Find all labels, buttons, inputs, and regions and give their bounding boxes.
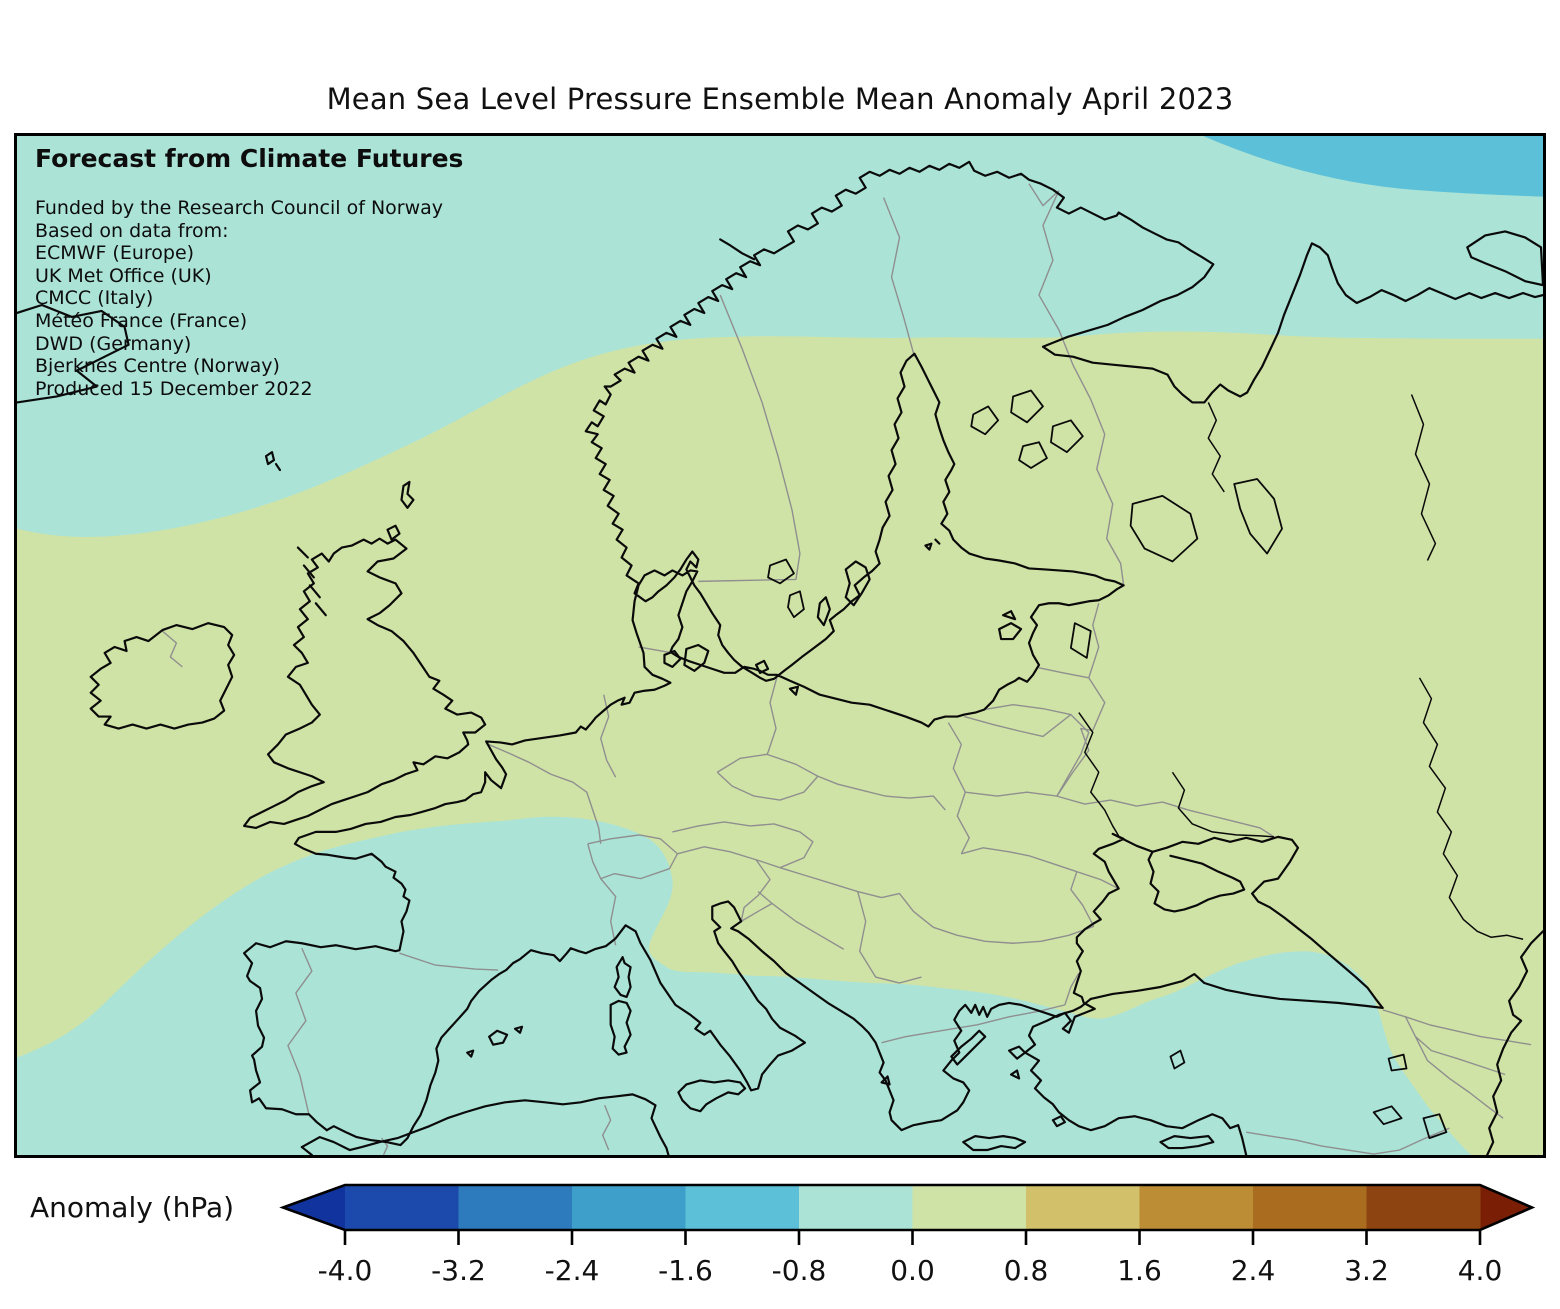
- coast-cyprus: [1159, 1135, 1215, 1150]
- lakes-sweden: [767, 558, 805, 619]
- colorbar-tick-label: 1.6: [1117, 1254, 1162, 1287]
- colorbar-tick-label: 4.0: [1458, 1254, 1503, 1287]
- colorbar-ticks: -4.0 -3.2 -2.4 -1.6 -0.8 0.0 0.8 1.6 2.4 3.2 4.0: [318, 1230, 1503, 1287]
- colorbar-tick-label: 2.4: [1231, 1254, 1276, 1287]
- colorbar-segment: [912, 1185, 1027, 1230]
- coast-shetland: [400, 480, 415, 509]
- coast-turkey-west-south: [1023, 997, 1248, 1155]
- coast-mainland-south: [325, 832, 1384, 1147]
- colorbar-tick-label: -2.4: [545, 1254, 600, 1287]
- colorbar-outline: [279, 1183, 1536, 1232]
- colorbar-tick-label: 0.0: [890, 1254, 935, 1287]
- coast-faroe: [264, 451, 282, 472]
- coast-ruegen: [754, 659, 770, 674]
- coast-north-africa: [300, 1093, 670, 1155]
- coast-caspian: [1486, 930, 1543, 1155]
- colorbar-segment: [685, 1185, 800, 1230]
- figure-title: Mean Sea Level Pressure Ensemble Mean An…: [326, 82, 1234, 116]
- coast-oeland: [816, 596, 831, 627]
- lake-van-urmia-sevan: [1372, 1053, 1448, 1139]
- coast-lofoten: [719, 238, 756, 261]
- coast-zealand: [683, 643, 710, 672]
- colorbar-segment: [799, 1185, 913, 1230]
- coast-sicily: [677, 1079, 747, 1113]
- lake-onega: [1233, 478, 1283, 555]
- river-volga: [1418, 677, 1524, 940]
- lake-ladoga: [1129, 494, 1199, 563]
- colorbar-svg: Anomaly (hPa) -4.0 -3.2 -2.4 -1.6 -0.8 0.0 0.8…: [30, 1183, 1536, 1287]
- country-borders: [161, 183, 1532, 1155]
- colorbar-segment: [572, 1185, 686, 1230]
- colorbar-segment: [1139, 1185, 1254, 1230]
- region-band-neg16-neg08: [1203, 136, 1543, 197]
- colorbar-tick-label: 3.2: [1344, 1254, 1389, 1287]
- colorbar-tick-label: 0.8: [1004, 1254, 1049, 1287]
- coast-aegean-islands: [880, 1045, 1066, 1128]
- river-pechora: [1410, 394, 1437, 561]
- colorbar-segment: [345, 1185, 459, 1230]
- coast-turkey-north: [1089, 972, 1384, 1009]
- coast-sardinia: [609, 999, 632, 1056]
- coast-bornholm: [788, 685, 800, 696]
- colorbar-tick-label: -3.2: [431, 1254, 486, 1287]
- colorbar-label: Anomaly (hPa): [30, 1191, 234, 1224]
- colorbar-tick-label: -0.8: [772, 1254, 827, 1287]
- coast-orkney: [386, 524, 401, 541]
- coast-saaremaa: [998, 610, 1023, 641]
- coast-crete: [962, 1135, 1027, 1152]
- map-canvas: [17, 136, 1543, 1155]
- lake-peipus: [1069, 622, 1092, 659]
- coast-iceland: [17, 303, 130, 404]
- coastlines: [17, 160, 1543, 1155]
- coast-euboea: [950, 1029, 987, 1066]
- river-don: [1171, 771, 1275, 838]
- coast-morocco: [300, 1145, 313, 1155]
- lakes-finland: [970, 389, 1084, 469]
- map-panel: Forecast from Climate Futures Funded by …: [14, 133, 1546, 1158]
- river-dvina: [1207, 402, 1225, 493]
- coast-gotland: [844, 560, 871, 607]
- coast-fyn: [663, 649, 682, 668]
- lakes: [767, 389, 1448, 1139]
- coast-great-britain: [243, 537, 487, 830]
- rivers: [1078, 394, 1524, 940]
- colorbar-tick-label: -4.0: [318, 1254, 373, 1287]
- coast-ireland: [89, 622, 236, 730]
- colorbar-segment: [1253, 1185, 1367, 1230]
- river-dnieper: [1078, 712, 1120, 837]
- coast-crimea: [1147, 850, 1246, 913]
- lake-tuz: [1169, 1049, 1186, 1070]
- colorbar-tick-label: -1.6: [658, 1254, 713, 1287]
- coast-corsica: [613, 956, 632, 999]
- colorbar-segment: [458, 1185, 573, 1230]
- colorbar-under-arrow: [283, 1185, 345, 1230]
- colorbar-segment: [1026, 1185, 1140, 1230]
- region-band-0-08: [17, 331, 1543, 1155]
- colorbar-over-arrow: [1480, 1185, 1532, 1230]
- coast-mallorca: [466, 1025, 524, 1058]
- colorbar-segments: [345, 1185, 1481, 1230]
- coast-aland: [924, 538, 941, 551]
- colorbar: Anomaly (hPa) -4.0 -3.2 -2.4 -1.6 -0.8 0.0 0.8…: [0, 1160, 1560, 1305]
- coast-novaya-zemlya: [1466, 230, 1543, 287]
- colorbar-segment: [1366, 1185, 1481, 1230]
- coast-hebrides: [296, 546, 327, 617]
- coast-mainland-west-north: [243, 160, 1543, 1132]
